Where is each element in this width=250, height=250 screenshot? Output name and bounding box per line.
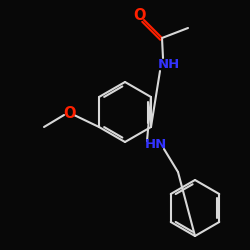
Text: NH: NH — [158, 58, 180, 71]
Text: O: O — [63, 106, 75, 120]
Text: O: O — [134, 8, 146, 22]
Text: HN: HN — [145, 138, 167, 151]
